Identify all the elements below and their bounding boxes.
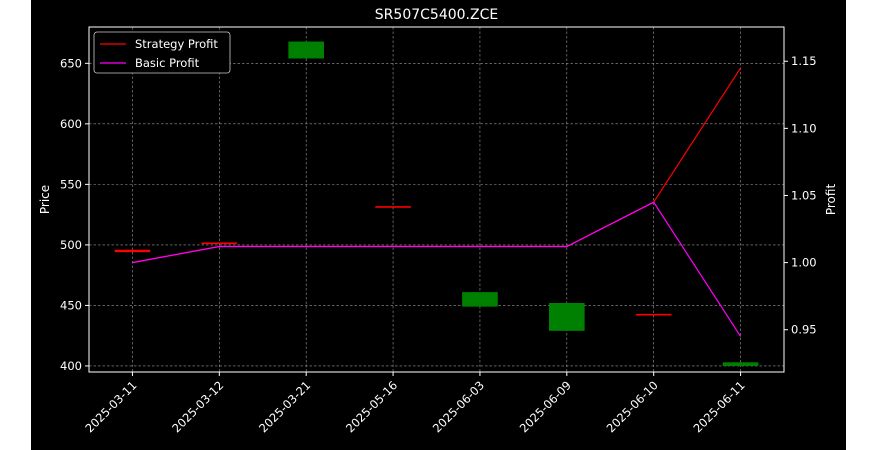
y-tick-label-left: 600 [60,117,82,131]
legend-box [93,31,231,74]
y-tick-label-left: 450 [60,298,82,312]
legend-entry: Basic Profit [135,56,200,70]
candle-body [375,206,411,208]
chart-title: SR507C5400.ZCE [375,7,498,23]
y-tick-label-right: 1.10 [791,121,817,135]
y-tick-label-right: 1.05 [791,188,817,202]
candle-body [462,292,498,307]
y-axis-label-right: Profit [824,184,838,216]
y-tick-label-right: 0.95 [791,323,817,337]
basic-profit-line [132,201,742,337]
y-tick-label-left: 500 [60,238,82,252]
left-price-axis: 400 450 500 550 600 650 [60,56,89,373]
candle-body [288,41,324,59]
profit-lines [132,67,742,337]
candle-body [635,313,672,316]
y-axis-label-left: Price [38,185,52,214]
legend: Strategy Profit Basic Profit [93,31,231,74]
y-tick-label-left: 550 [60,177,82,191]
candle-body [114,249,151,253]
y-tick-label-left: 400 [60,359,82,373]
y-tick-label-right: 1.00 [791,256,817,270]
legend-entry: Strategy Profit [135,37,218,51]
candle-body [549,303,585,331]
grid-layer [89,27,784,372]
y-tick-label-right: 1.15 [791,54,817,68]
candle-body [201,242,238,245]
right-profit-axis: 0.95 1.00 1.05 1.10 1.15 [784,54,817,337]
figure-background [31,0,846,450]
plot-frame [88,26,785,373]
y-tick-label-left: 650 [60,56,82,70]
candle-body [722,362,759,366]
candle-layer [114,41,759,366]
